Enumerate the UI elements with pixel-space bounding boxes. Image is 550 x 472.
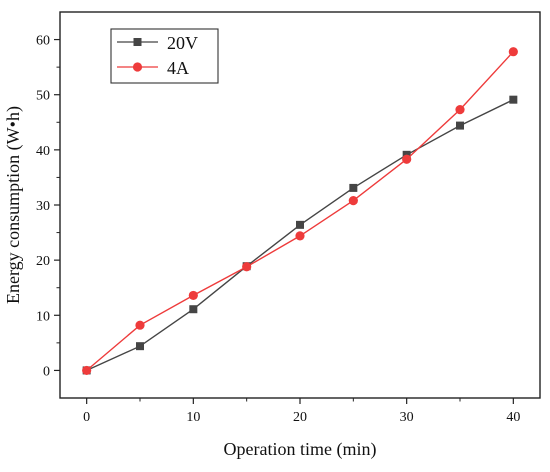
data-point-4a: [82, 365, 92, 376]
data-point-4a: [135, 320, 145, 330]
x-tick-label: 0: [83, 410, 90, 425]
y-tick-label: 60: [36, 34, 50, 49]
x-tick-label: 30: [400, 410, 414, 425]
legend-label-4a: 4A: [167, 58, 189, 78]
data-point-20v: [136, 342, 144, 351]
legend-label-20v: 20V: [167, 33, 198, 53]
y-axis-title: Energy consumption (W•h): [3, 106, 24, 304]
axes-layer: 0 10 20 30 40 0 10 20 30 40 50 60: [36, 34, 520, 425]
data-point-4a: [242, 262, 252, 272]
data-point-4a: [348, 195, 358, 206]
data-point-4a: [188, 290, 198, 301]
series-4a: [82, 47, 518, 376]
y-tick-label: 30: [36, 199, 50, 214]
y-tick-label: 50: [36, 89, 50, 104]
data-point-20v: [349, 183, 358, 192]
legend-marker-20v: [133, 38, 142, 46]
data-point-4a: [402, 154, 412, 164]
series-line-4a: [86, 51, 514, 371]
y-tick-label: 10: [36, 309, 50, 324]
x-tick-label: 20: [293, 410, 307, 425]
x-tick-label: 10: [186, 410, 200, 425]
data-point-20v: [456, 121, 464, 130]
data-point-4a: [455, 105, 465, 115]
data-point-20v: [189, 305, 198, 314]
data-point-20v: [509, 95, 518, 104]
data-point-4a: [295, 231, 305, 241]
y-tick-label: 40: [36, 144, 50, 159]
legend-box: [110, 28, 219, 84]
x-tick-label: 40: [506, 410, 520, 425]
series-layer: [82, 47, 518, 376]
data-point-4a: [508, 47, 518, 57]
data-point-20v: [296, 220, 304, 229]
legend: 20V 4A: [110, 28, 219, 84]
legend-marker-4a: [132, 62, 143, 72]
y-tick-label: 20: [36, 254, 50, 269]
x-axis-title: Operation time (min): [224, 439, 377, 460]
y-tick-label: 0: [43, 364, 50, 379]
